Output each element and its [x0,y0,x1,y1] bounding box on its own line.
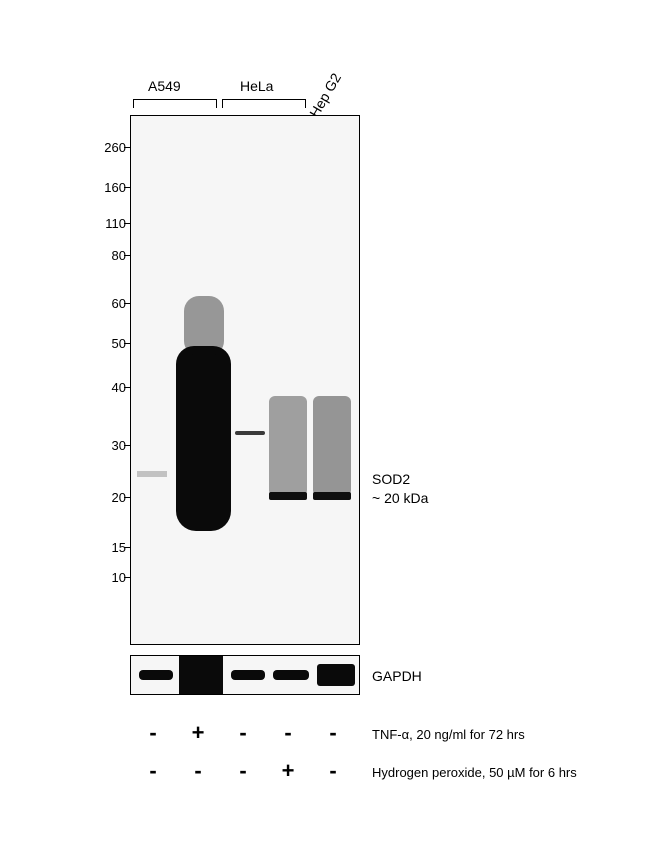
protein-gapdh: GAPDH [372,668,422,684]
mw-110: 110 [96,216,126,231]
mw-260: 260 [96,140,126,155]
mw-60: 60 [96,296,126,311]
gapdh-lane5 [317,664,355,686]
gapdh-lane1 [139,670,173,680]
bracket-a549 [133,99,217,107]
tnf-lane1: - [143,720,163,746]
h2o2-lane3: - [233,758,253,784]
protein-sod2: SOD2 [372,471,410,487]
mw-160: 160 [96,180,126,195]
cell-line-a549: A549 [148,78,181,94]
bracket-hela [222,99,306,107]
gapdh-lane3 [231,670,265,680]
h2o2-lane1: - [143,758,163,784]
gapdh-lane4 [273,670,309,680]
band-lane5 [313,492,351,500]
band-lane1-faint [137,471,167,477]
tnf-lane3: - [233,720,253,746]
band-lane4-smear [269,396,307,496]
cell-line-hepg2: Hep G2 [306,70,344,120]
h2o2-lane2: - [188,758,208,784]
h2o2-lane5: - [323,758,343,784]
main-blot [130,115,360,645]
tnf-label: TNF-α, 20 ng/ml for 72 hrs [372,727,525,742]
mw-15: 15 [96,540,126,555]
tnf-lane4: - [278,720,298,746]
h2o2-label: Hydrogen peroxide, 50 µM for 6 hrs [372,765,577,780]
mw-30: 30 [96,438,126,453]
gapdh-lane2 [179,656,223,695]
mw-50: 50 [96,336,126,351]
western-blot-figure: A549 HeLa Hep G2 260 160 110 80 60 50 40… [0,0,650,853]
band-lane5-smear [313,396,351,496]
tnf-lane5: - [323,720,343,746]
mw-10: 10 [96,570,126,585]
h2o2-lane4: + [278,758,298,784]
mw-20: 20 [96,490,126,505]
gapdh-blot [130,655,360,695]
mw-80: 80 [96,248,126,263]
band-lane4 [269,492,307,500]
band-lane3-upper [235,431,265,435]
protein-sod2-size: ~ 20 kDa [372,490,428,506]
band-lane2-smear [176,346,231,531]
mw-40: 40 [96,380,126,395]
tnf-lane2: + [188,720,208,746]
cell-line-hela: HeLa [240,78,273,94]
band-lane2-smear-tail [184,296,224,356]
